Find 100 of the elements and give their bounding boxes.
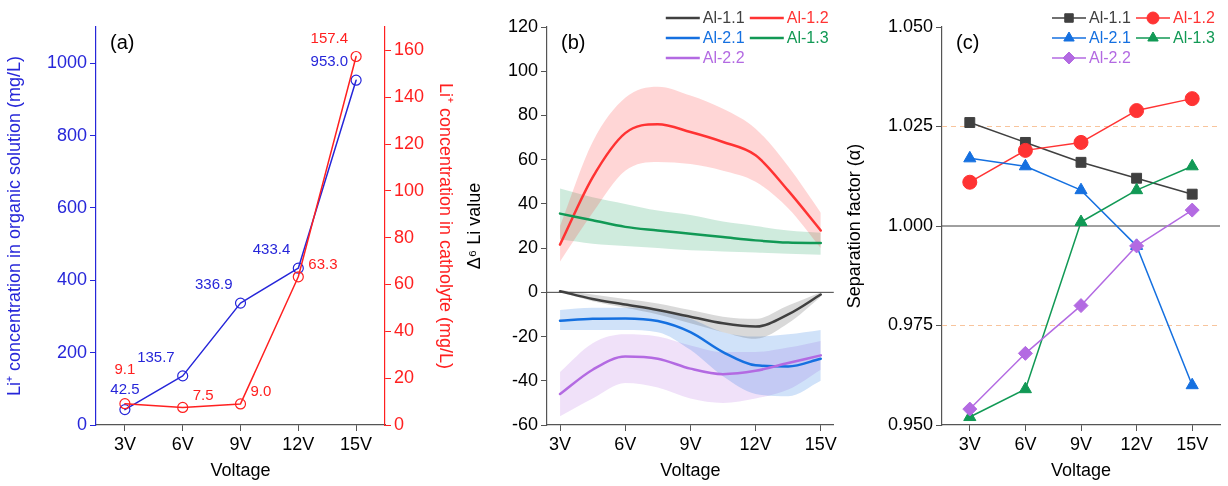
x-tick-label: 15V bbox=[340, 433, 373, 454]
y-tick-label: -40 bbox=[511, 369, 538, 390]
point bbox=[1018, 158, 1032, 171]
data-label: 9.0 bbox=[250, 382, 272, 400]
data-label: 433.4 bbox=[252, 240, 291, 258]
y2-tick-label: 140 bbox=[394, 86, 425, 107]
y-tick-label: 1000 bbox=[46, 52, 87, 73]
point bbox=[292, 271, 304, 283]
point bbox=[177, 370, 189, 382]
y-tick-label: 0.950 bbox=[887, 413, 933, 434]
point bbox=[1017, 142, 1033, 158]
data-label: 42.5 bbox=[110, 379, 140, 397]
data-label: 336.9 bbox=[194, 275, 233, 293]
y-axis-title: Δ⁶ Li value bbox=[463, 182, 484, 270]
x-tick-label: 3V bbox=[958, 433, 981, 454]
x-tick-label: 9V bbox=[679, 433, 702, 454]
data-label: 953.0 bbox=[310, 52, 349, 70]
legend-label: Al-1.3 bbox=[1173, 29, 1215, 47]
point bbox=[1018, 381, 1032, 394]
x-tick-label: 3V bbox=[549, 433, 572, 454]
point bbox=[1074, 182, 1088, 195]
y2-tick-label: 40 bbox=[394, 320, 415, 341]
y-tick-label: 40 bbox=[517, 192, 538, 213]
y2-axis-title: Li⁺ concentration in catholyte (mg/L) bbox=[436, 82, 457, 370]
y-tick-label: 1.000 bbox=[887, 214, 933, 235]
point bbox=[1129, 103, 1145, 119]
y2-tick-label: 120 bbox=[394, 133, 425, 154]
line-series bbox=[558, 212, 823, 245]
point bbox=[1075, 156, 1087, 168]
x-axis-title: Voltage bbox=[210, 460, 271, 481]
legend-label: Al-1.2 bbox=[1173, 9, 1215, 27]
y-tick-label: 120 bbox=[507, 15, 538, 36]
x-tick-label: 6V bbox=[614, 433, 637, 454]
point bbox=[962, 401, 978, 417]
y-tick-label: 400 bbox=[56, 269, 87, 290]
y-tick-label: 800 bbox=[56, 124, 87, 145]
x-axis-title: Voltage bbox=[660, 460, 721, 481]
data-label: 9.1 bbox=[114, 359, 136, 377]
point bbox=[962, 174, 978, 190]
y2-tick-label: 100 bbox=[394, 179, 425, 200]
y-tick-label: 0 bbox=[527, 281, 538, 302]
y-tick-label: -20 bbox=[511, 325, 538, 346]
point bbox=[1184, 202, 1200, 218]
y-tick-label: 80 bbox=[517, 104, 538, 125]
y2-tick-label: 20 bbox=[394, 367, 415, 388]
x-tick-label: 6V bbox=[1014, 433, 1037, 454]
point bbox=[177, 401, 189, 414]
legend-label: Al-2.1 bbox=[702, 29, 745, 47]
point bbox=[350, 50, 362, 63]
x-tick-label: 12V bbox=[739, 433, 772, 454]
point bbox=[1131, 172, 1143, 184]
x-tick-label: 9V bbox=[1069, 433, 1093, 454]
point bbox=[1017, 345, 1033, 361]
y-tick-label: 1.025 bbox=[887, 115, 933, 136]
legend-label: Al-2.1 bbox=[1089, 29, 1131, 47]
point bbox=[350, 74, 362, 86]
point bbox=[1186, 188, 1198, 200]
y-axis-title: Li⁺ concentration in organic solution (mg/L) bbox=[3, 55, 24, 397]
x-tick-label: 15V bbox=[1176, 433, 1209, 454]
point bbox=[1129, 238, 1145, 254]
y2-tick-label: 160 bbox=[394, 39, 425, 60]
y-tick-label: 1.050 bbox=[887, 15, 933, 36]
data-label: 63.3 bbox=[308, 254, 338, 272]
x-tick-label: 9V bbox=[229, 433, 252, 454]
x-tick-label: 3V bbox=[113, 433, 136, 454]
annotation: (b) bbox=[561, 30, 586, 53]
y-axis-title: Separation factor (α) bbox=[843, 143, 864, 309]
point bbox=[1073, 134, 1089, 150]
y-tick-label: 600 bbox=[56, 196, 87, 217]
point bbox=[119, 404, 131, 416]
y2-tick-label: 0 bbox=[394, 413, 405, 434]
y-tick-label: -60 bbox=[511, 413, 538, 434]
data-label: 157.4 bbox=[310, 28, 349, 46]
x-tick-label: 6V bbox=[171, 433, 194, 454]
legend-label: Al-1.2 bbox=[786, 9, 829, 27]
line-series bbox=[558, 123, 823, 246]
point bbox=[1073, 298, 1089, 314]
point bbox=[234, 398, 247, 410]
point bbox=[1184, 91, 1200, 107]
x-tick-label: 12V bbox=[1120, 433, 1153, 454]
y-tick-label: 100 bbox=[507, 60, 538, 81]
legend-label: Al-2.2 bbox=[702, 49, 745, 67]
point bbox=[1130, 182, 1144, 195]
annotation: (a) bbox=[110, 30, 135, 53]
point bbox=[234, 297, 247, 309]
point bbox=[119, 398, 131, 410]
point bbox=[1185, 377, 1199, 390]
legend-label: Al-1.1 bbox=[702, 9, 745, 27]
data-label: 135.7 bbox=[137, 348, 175, 366]
y-tick-label: 20 bbox=[517, 237, 538, 258]
x-tick-label: 15V bbox=[804, 433, 837, 454]
x-tick-label: 12V bbox=[282, 433, 315, 454]
legend-label: Al-1.3 bbox=[786, 29, 829, 47]
data-label: 7.5 bbox=[192, 385, 214, 403]
point bbox=[963, 150, 977, 163]
point bbox=[964, 117, 976, 128]
line-series bbox=[558, 354, 823, 396]
y2-tick-label: 60 bbox=[394, 273, 415, 294]
point bbox=[1074, 214, 1088, 227]
point bbox=[292, 262, 304, 274]
